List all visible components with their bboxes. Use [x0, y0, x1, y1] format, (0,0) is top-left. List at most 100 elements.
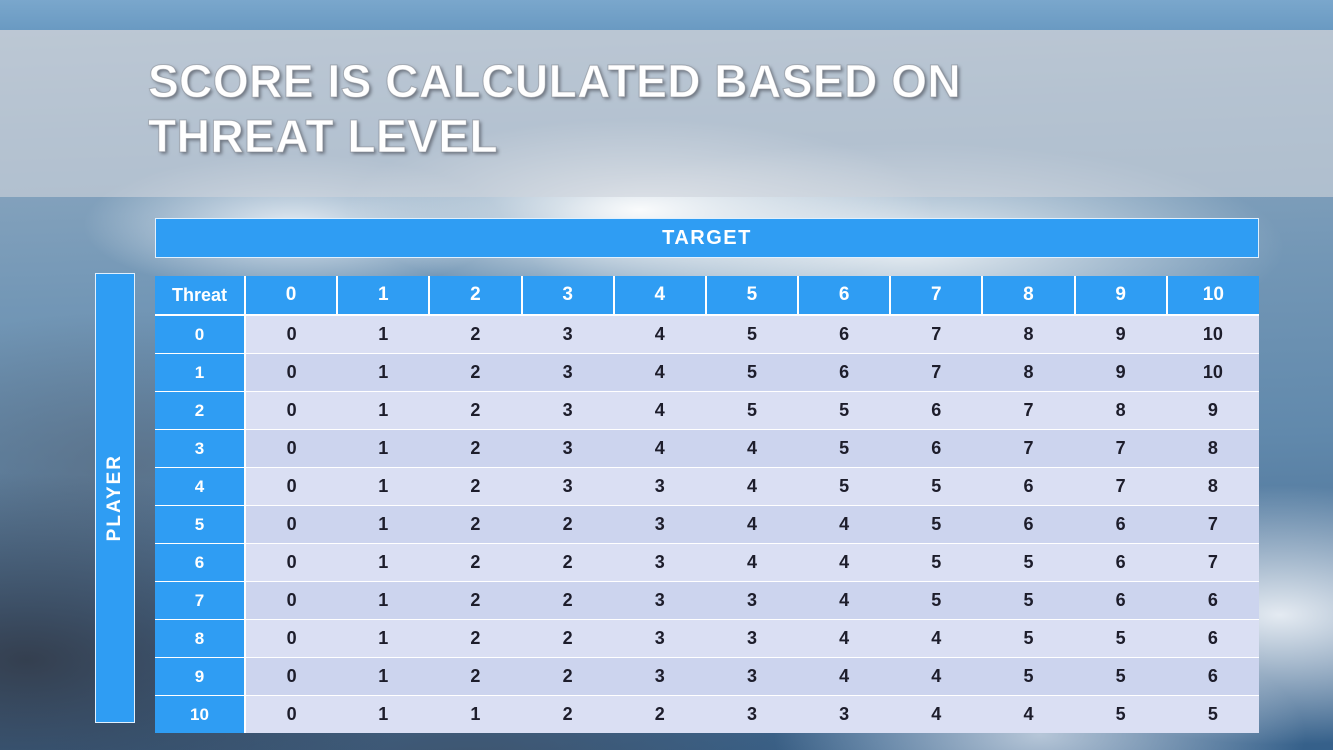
score-cell: 5 — [1074, 619, 1167, 658]
score-cell: 3 — [798, 695, 891, 733]
score-cell: 6 — [798, 314, 891, 354]
score-cell: 3 — [705, 657, 799, 696]
corner-cell: Threat — [155, 276, 245, 316]
row-header: 7 — [155, 581, 246, 620]
score-cell: 8 — [1074, 391, 1167, 430]
score-cell: 2 — [429, 505, 522, 544]
score-cell: 4 — [613, 353, 706, 392]
row-header: 6 — [155, 543, 246, 582]
score-cell: 5 — [798, 429, 891, 468]
score-cell: 9 — [1166, 391, 1259, 430]
score-cell: 5 — [1074, 695, 1167, 733]
slide-title: SCORE IS CALCULATED BASED ON THREAT LEVE… — [148, 54, 962, 163]
score-cell: 2 — [429, 391, 522, 430]
score-cell: 4 — [798, 657, 891, 696]
column-header: 4 — [612, 276, 706, 316]
score-cell: 1 — [337, 505, 430, 544]
score-cell: 4 — [613, 391, 706, 430]
matrix-row: 1 0 1 2 3 4 5 6 7 8 9 10 — [155, 353, 1259, 392]
score-cell: 5 — [1166, 695, 1259, 733]
score-cell: 2 — [429, 314, 522, 354]
score-cell: 4 — [890, 657, 983, 696]
score-cell: 2 — [521, 505, 614, 544]
score-cell: 5 — [982, 543, 1075, 582]
score-cell: 6 — [1074, 581, 1167, 620]
score-cell: 3 — [613, 543, 706, 582]
column-header: 8 — [981, 276, 1075, 316]
score-cell: 8 — [982, 353, 1075, 392]
score-cell: 7 — [1166, 543, 1259, 582]
column-header: 6 — [797, 276, 891, 316]
top-strip — [0, 0, 1333, 30]
score-cell: 6 — [1166, 581, 1259, 620]
score-cell: 5 — [705, 391, 799, 430]
score-cell: 5 — [982, 619, 1075, 658]
score-cell: 10 — [1166, 353, 1259, 392]
score-cell: 0 — [245, 353, 338, 392]
score-cell: 4 — [798, 581, 891, 620]
score-cell: 5 — [890, 581, 983, 620]
score-cell: 3 — [521, 391, 614, 430]
column-header: 10 — [1165, 276, 1259, 316]
score-cell: 1 — [337, 353, 430, 392]
score-cell: 0 — [245, 505, 338, 544]
score-cell: 7 — [982, 391, 1075, 430]
score-cell: 6 — [1166, 619, 1259, 658]
score-cell: 0 — [245, 619, 338, 658]
score-cell: 7 — [982, 429, 1075, 468]
score-cell: 9 — [1074, 353, 1167, 392]
row-header: 8 — [155, 619, 246, 658]
score-cell: 8 — [1166, 429, 1259, 468]
score-cell: 7 — [1074, 467, 1167, 506]
score-cell: 0 — [245, 467, 338, 506]
player-axis-header: PLAYER — [95, 273, 135, 723]
score-cell: 7 — [890, 353, 983, 392]
score-cell: 1 — [337, 657, 430, 696]
score-cell: 3 — [705, 581, 799, 620]
score-cell: 4 — [798, 619, 891, 658]
matrix-row: 10 0 1 1 2 2 3 3 4 4 5 5 — [155, 695, 1259, 733]
score-cell: 4 — [705, 543, 799, 582]
score-matrix-table: Threat 0 1 2 3 4 5 6 7 8 9 10 0 0 1 2 3 4 5 6 7 8 9 10 1 0 1 2 3 4 5… — [155, 276, 1259, 733]
column-header: 7 — [889, 276, 983, 316]
score-cell: 7 — [890, 314, 983, 354]
score-cell: 3 — [521, 353, 614, 392]
column-header: 3 — [520, 276, 614, 316]
score-cell: 1 — [337, 429, 430, 468]
score-cell: 6 — [1166, 657, 1259, 696]
score-cell: 5 — [982, 581, 1075, 620]
score-cell: 1 — [337, 391, 430, 430]
score-cell: 0 — [245, 391, 338, 430]
score-cell: 0 — [245, 429, 338, 468]
score-cell: 0 — [245, 695, 338, 733]
score-cell: 1 — [337, 467, 430, 506]
score-cell: 3 — [613, 619, 706, 658]
score-cell: 3 — [521, 467, 614, 506]
score-cell: 5 — [890, 505, 983, 544]
score-cell: 4 — [982, 695, 1075, 733]
score-cell: 2 — [429, 543, 522, 582]
score-cell: 0 — [245, 314, 338, 354]
score-cell: 4 — [705, 467, 799, 506]
target-axis-header: TARGET — [155, 218, 1259, 258]
column-header: 0 — [243, 276, 338, 316]
score-cell: 5 — [890, 543, 983, 582]
score-cell: 7 — [1074, 429, 1167, 468]
score-cell: 1 — [337, 581, 430, 620]
row-header: 10 — [155, 695, 246, 733]
score-cell: 2 — [521, 619, 614, 658]
score-cell: 10 — [1166, 314, 1259, 354]
score-cell: 5 — [798, 467, 891, 506]
score-cell: 1 — [337, 619, 430, 658]
row-header: 3 — [155, 429, 246, 468]
score-cell: 2 — [429, 353, 522, 392]
score-cell: 4 — [705, 505, 799, 544]
score-cell: 2 — [521, 695, 614, 733]
score-cell: 2 — [521, 657, 614, 696]
